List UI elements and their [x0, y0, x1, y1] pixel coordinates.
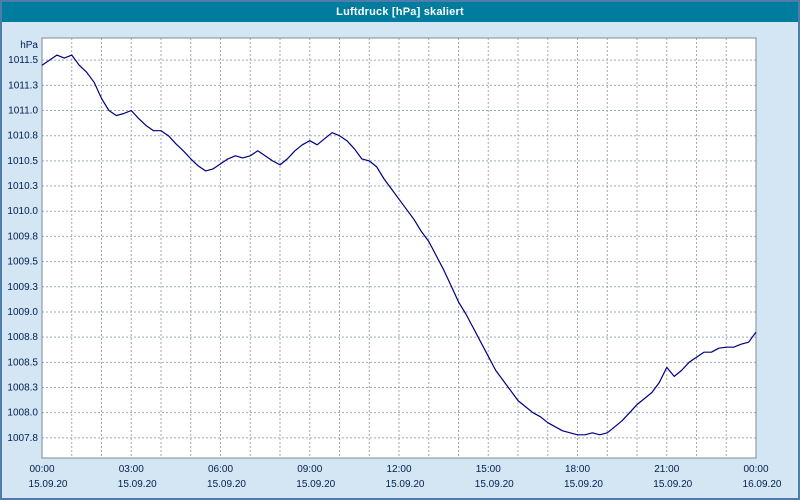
y-tick-label: 1011.3	[8, 80, 38, 91]
x-tick-label: 00:00	[29, 464, 54, 475]
x-date-label: 15.09.20	[475, 479, 514, 490]
x-tick-label: 03:00	[119, 464, 144, 475]
x-tick-label: 06:00	[208, 464, 233, 475]
y-tick-label: 1009.5	[7, 257, 38, 268]
x-date-label: 15.09.20	[653, 479, 692, 490]
x-tick-label: 09:00	[297, 464, 322, 475]
y-tick-label: 1009.8	[7, 231, 38, 242]
x-date-label: 15.09.20	[296, 479, 335, 490]
x-date-label: 15.09.20	[564, 479, 603, 490]
x-tick-label: 15:00	[476, 464, 501, 475]
y-tick-label: 1010.5	[7, 156, 38, 167]
y-tick-label: 1010.3	[7, 181, 38, 192]
y-tick-label: 1008.3	[7, 382, 38, 393]
y-tick-label: 1010.8	[7, 131, 38, 142]
y-tick-label: 1008.0	[7, 408, 38, 419]
x-date-label: 15.09.20	[118, 479, 157, 490]
y-tick-label: 1009.3	[7, 282, 38, 293]
series-line	[41, 54, 757, 436]
x-tick-label: 18:00	[565, 464, 590, 475]
x-date-label: 15.09.20	[386, 479, 425, 490]
plot-border	[41, 37, 757, 459]
window-title: Luftdruck [hPa] skaliert	[336, 6, 464, 18]
y-axis-unit-label: hPa	[20, 40, 38, 51]
x-date-label: 15.09.20	[207, 479, 246, 490]
x-date-label: 16.09.20	[743, 479, 782, 490]
y-tick-label: 1011.0	[8, 106, 38, 117]
title-bar: Luftdruck [hPa] skaliert	[2, 2, 798, 22]
y-tick-label: 1008.8	[7, 332, 38, 343]
pressure-chart: 1011.5 1011.3 1011.0 1010.8 1010.5 1010.3 1010…	[7, 37, 782, 490]
x-tick-label: 00:00	[743, 464, 768, 475]
y-tick-label: 1008.5	[7, 357, 38, 368]
x-tick-label: 21:00	[654, 464, 679, 475]
y-tick-label: 1009.0	[7, 307, 38, 318]
y-tick-label: 1011.5	[8, 55, 38, 66]
x-tick-label: 12:00	[386, 464, 411, 475]
y-tick-label: 1010.0	[7, 206, 38, 217]
x-date-label: 15.09.20	[29, 479, 68, 490]
y-tick-label: 1007.8	[7, 433, 38, 444]
